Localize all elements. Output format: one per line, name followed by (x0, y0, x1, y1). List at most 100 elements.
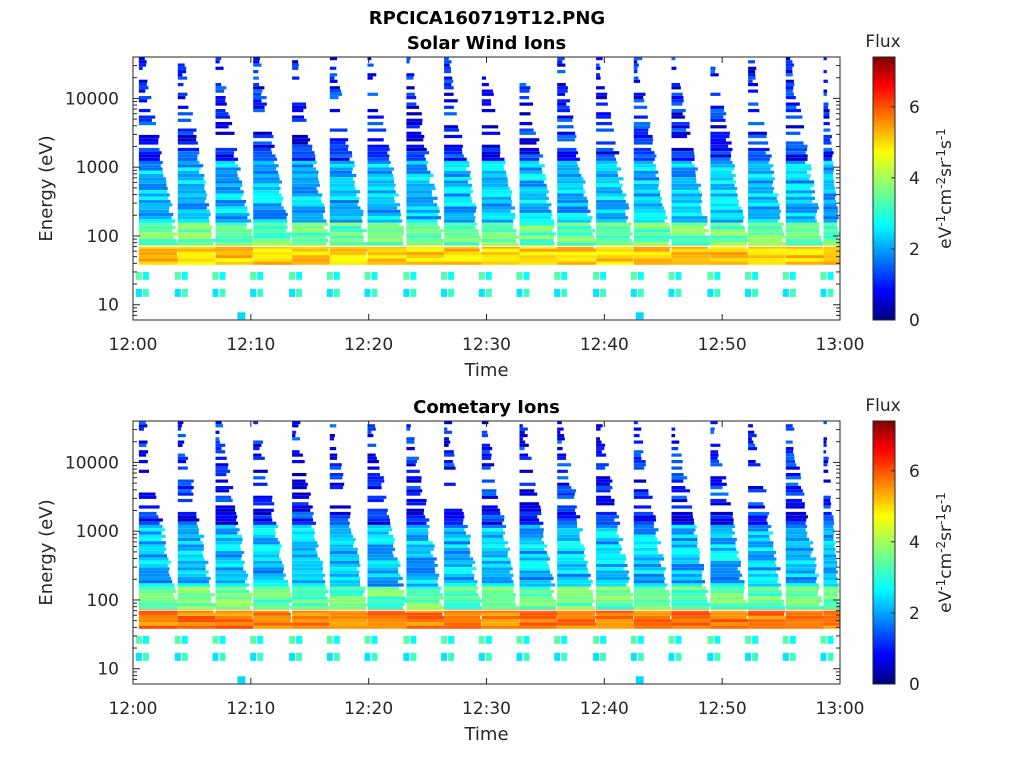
heatmap-cell (710, 518, 734, 522)
heatmap-cell (519, 524, 541, 529)
heatmap-cell (406, 105, 419, 109)
heatmap-cell (710, 573, 743, 577)
heatmap-cell (215, 463, 229, 467)
heatmap-cell (292, 186, 317, 191)
heatmap-cell (444, 261, 482, 265)
heatmap-cell (215, 424, 224, 428)
heatmap-cell (406, 157, 426, 161)
heatmap-cell (138, 511, 157, 516)
heatmap-cell (633, 460, 646, 464)
heatmap-cell (785, 489, 803, 493)
heatmap-cell (253, 242, 293, 246)
heatmap-cell (481, 443, 491, 447)
heatmap-cell (557, 518, 577, 522)
heatmap-cell (596, 57, 603, 61)
heatmap-cell (138, 567, 170, 571)
heatmap-cell (823, 537, 834, 542)
heatmap-cell (633, 160, 654, 165)
heatmap-cell (444, 99, 458, 103)
heatmap-cell (367, 115, 384, 119)
heatmap-cell (292, 589, 329, 594)
heatmap-cell (519, 560, 548, 564)
heatmap-cell (748, 134, 767, 139)
heatmap-cell (485, 652, 492, 661)
heatmap-cell (292, 495, 310, 499)
heatmap-cell (633, 177, 659, 181)
heatmap-cell (748, 430, 755, 434)
heatmap-cell (177, 76, 188, 80)
heatmap-cell (215, 180, 243, 184)
heatmap-cell (253, 518, 273, 522)
heatmap-cell (481, 589, 514, 594)
heatmap-cell (557, 541, 581, 545)
heatmap-cell (710, 606, 749, 610)
heatmap-cell (748, 521, 768, 525)
heatmap-cell (823, 619, 840, 623)
heatmap-cell (710, 521, 734, 525)
heatmap-cell (177, 160, 200, 165)
heatmap-cell (329, 242, 368, 246)
heatmap-cell (215, 96, 226, 100)
heatmap-cell (748, 502, 764, 506)
heatmap-cell (329, 511, 351, 516)
heatmap-cell (292, 173, 318, 178)
heatmap-cell (177, 173, 205, 178)
heatmap-cell (406, 57, 411, 61)
heatmap-cell (138, 599, 178, 603)
heatmap-cell (671, 521, 695, 525)
heatmap-cell (519, 173, 546, 178)
heatmap-cell (519, 593, 552, 597)
heatmap-cell (668, 288, 675, 297)
heatmap-cell (253, 453, 262, 457)
heatmap-cell (138, 186, 168, 191)
heatmap-cell (596, 489, 611, 493)
heatmap-cell (827, 288, 834, 297)
heatmap-cell (329, 593, 364, 597)
heatmap-cell (292, 479, 306, 483)
heatmap-cell (596, 248, 634, 252)
heatmap-cell (596, 599, 634, 603)
heatmap-cell (748, 586, 779, 590)
heatmap-cell (253, 531, 276, 535)
heatmap-cell (519, 141, 537, 145)
heatmap-cell (748, 157, 770, 161)
heatmap-cell (406, 177, 431, 181)
heatmap-cell (292, 170, 319, 174)
heatmap-cell (138, 219, 176, 223)
heatmap-cell (292, 261, 330, 265)
heatmap-cell (557, 99, 571, 103)
heatmap-cell (785, 505, 805, 509)
heatmap-cell (177, 196, 207, 200)
heatmap-cell (138, 576, 172, 581)
heatmap-cell (596, 229, 631, 233)
x-axis-label: Time (463, 360, 508, 381)
heatmap-cell (633, 258, 672, 262)
heatmap-cell (177, 105, 189, 109)
heatmap-cell (367, 524, 391, 529)
heatmap-cell (596, 76, 601, 80)
heatmap-cell (215, 466, 228, 470)
heatmap-cell (671, 557, 700, 561)
heatmap-cell (748, 183, 773, 187)
heatmap-cell (519, 83, 527, 87)
heatmap-cell (596, 622, 634, 626)
heatmap-cell (596, 576, 630, 581)
heatmap-cell (557, 183, 583, 187)
heatmap-cell (481, 547, 510, 551)
heatmap-cell (710, 460, 719, 464)
heatmap-cell (671, 102, 683, 106)
heatmap-cell (561, 652, 568, 661)
heatmap-cell (444, 209, 476, 213)
heatmap-cell (557, 219, 592, 223)
heatmap-cell (367, 534, 394, 538)
heatmap-cell (367, 466, 380, 470)
heatmap-cell (675, 288, 682, 297)
heatmap-cell (596, 219, 627, 223)
heatmap-cell (292, 421, 301, 425)
heatmap-cell (292, 147, 312, 152)
heatmap-cell (215, 173, 238, 178)
heatmap-cell (557, 170, 580, 174)
heatmap-cell (406, 524, 430, 529)
heatmap-cell (519, 440, 526, 444)
heatmap-cell (748, 580, 778, 584)
